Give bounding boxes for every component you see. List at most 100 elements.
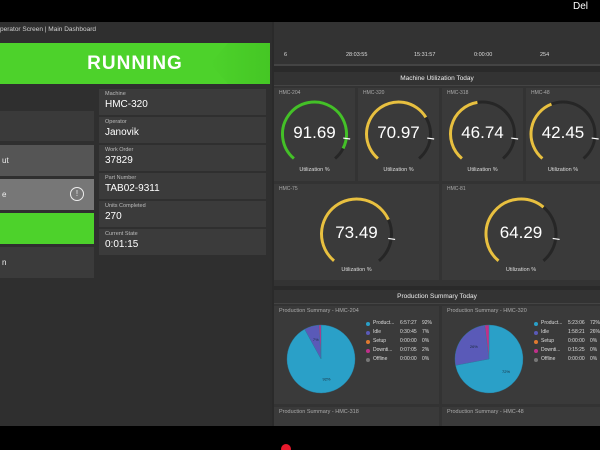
info-label: Units Completed: [105, 203, 146, 209]
gauge-value: 70.97: [377, 123, 420, 142]
legend-percent: 2%: [422, 347, 430, 353]
gauge-card: HMC-48 42.45 Utilization %: [526, 88, 600, 181]
legend-name: Downti...: [373, 347, 393, 353]
left-button-4[interactable]: n: [0, 247, 94, 278]
legend-name: Setup: [373, 338, 387, 344]
legend-row: Downti... 0:07:05 2%: [366, 347, 435, 356]
pie-slice-label: 92%: [322, 376, 330, 381]
system-top-bar: Del: [0, 0, 600, 22]
gauge-machine-name: HMC-318: [447, 90, 469, 96]
production-card: Production Summary - HMC-320 72% 26% Produc…: [442, 306, 600, 404]
pie-chart: 92% 7%: [286, 324, 356, 394]
legend-percent: 92%: [422, 320, 433, 326]
breadcrumb: perator Screen | Main Dashboard: [0, 26, 96, 33]
production-card: Production Summary - HMC-318: [274, 407, 439, 426]
legend-row: Offline 0:00:00 0%: [366, 356, 435, 365]
gauge-fill: [365, 100, 428, 160]
legend-swatch: [366, 331, 370, 335]
pie-slice-label: 7%: [313, 337, 319, 342]
legend-percent: 7%: [422, 329, 430, 335]
gauge-svg: [320, 197, 396, 262]
dashboard-panel: 6 28:03:55 15:31:57 0:00:00 254 Machine …: [272, 22, 600, 426]
legend-time: 0:15:25: [568, 347, 585, 353]
legend-swatch: [534, 322, 538, 326]
legend-name: Product...: [541, 320, 563, 326]
info-value: 270: [105, 211, 122, 222]
gauge-value: 46.74: [461, 123, 504, 142]
gauge-label: Utilization %: [299, 167, 330, 173]
left-button-2[interactable]: e!: [0, 179, 94, 210]
gauge-fill: [281, 100, 348, 160]
status-label: RUNNING: [87, 53, 183, 74]
legend-row: Setup 0:00:00 0%: [366, 338, 435, 347]
top-right-label: Del: [572, 1, 588, 12]
legend-swatch: [366, 340, 370, 344]
info-icon[interactable]: !: [70, 187, 84, 201]
gauge-label: Utilization %: [547, 167, 579, 173]
legend-percent: 0%: [590, 338, 598, 344]
legend-name: Offline: [541, 356, 556, 362]
info-value: HMC-320: [105, 99, 148, 110]
legend-row: Offline 0:00:00 0%: [534, 356, 598, 365]
gauge-card: HMC-318 46.74 Utilization %: [442, 88, 523, 181]
gauge-label: Utilization %: [341, 267, 372, 273]
gauge-svg: [529, 100, 599, 160]
operator-panel: perator Screen | Main Dashboard RUNNING …: [0, 22, 270, 426]
production-card-title: Production Summary - HMC-318: [279, 409, 359, 415]
legend-name: Idle: [373, 329, 382, 335]
legend-time: 0:30:45: [400, 329, 417, 335]
legend-name: Downti...: [541, 347, 561, 353]
utilization-section: Machine Utilization Today HMC-204 91.69 Ut…: [274, 72, 600, 286]
legend-percent: 0%: [590, 347, 598, 353]
utilization-title: Machine Utilization Today: [274, 72, 600, 86]
gauge-value: 91.69: [293, 123, 336, 142]
legend-percent: 0%: [590, 356, 598, 362]
info-value: 37829: [105, 155, 133, 166]
gauge-value: 42.45: [541, 123, 585, 142]
left-button-1[interactable]: ut: [0, 145, 94, 176]
legend-row: Downti... 0:15:25 0%: [534, 347, 598, 356]
gauge-target-tick: [343, 137, 351, 140]
left-button-4-label: n: [2, 258, 7, 267]
record-indicator-icon: [281, 444, 291, 450]
gauge-target-tick: [388, 237, 396, 241]
summary-table: 6 28:03:55 15:31:57 0:00:00 254: [274, 22, 600, 64]
table-cell: 15:31:57: [414, 52, 436, 58]
production-card-title: Production Summary - HMC-320: [447, 308, 527, 314]
production-card: Production Summary - HMC-204 92% 7% Product…: [274, 306, 439, 404]
pie-slice-label: 72%: [502, 369, 510, 374]
legend-swatch: [534, 349, 538, 353]
legend-swatch: [534, 331, 538, 335]
production-legend: Product... 6:57:27 92% Idle 0:30:45 7% Setup 0:…: [366, 320, 435, 365]
legend-time: 0:00:00: [400, 356, 417, 362]
legend-percent: 0%: [422, 338, 430, 344]
legend-row: Setup 0:00:00 0%: [534, 338, 598, 347]
legend-swatch: [534, 340, 538, 344]
info-label: Machine: [105, 91, 126, 97]
legend-swatch: [366, 358, 370, 362]
gauge-card: HMC-81 64.29 Utilization %: [442, 184, 600, 280]
gauge-label: Utilization %: [383, 167, 414, 173]
legend-time: 0:00:00: [568, 338, 585, 344]
left-button-3[interactable]: [0, 213, 94, 244]
divider: [274, 64, 600, 66]
gauge-machine-name: HMC-75: [279, 186, 298, 192]
gauge-machine-name: HMC-81: [447, 186, 466, 192]
info-value: Janovik: [105, 127, 139, 138]
info-units-completed: Units Completed 270: [99, 201, 266, 227]
gauge-target-tick: [511, 137, 519, 140]
table-cell: 254: [540, 52, 550, 58]
legend-swatch: [366, 322, 370, 326]
legend-time: 6:57:27: [400, 320, 417, 326]
legend-name: Idle: [541, 329, 550, 335]
dashboard-screen: perator Screen | Main Dashboard RUNNING …: [0, 22, 600, 426]
info-label: Work Order: [105, 147, 134, 153]
legend-time: 1:58:21: [568, 329, 585, 335]
pie-slice: [455, 324, 524, 394]
gauge-svg: [281, 100, 351, 160]
gauge-target-tick: [552, 237, 560, 241]
left-button-1-label: ut: [2, 156, 9, 165]
legend-swatch: [534, 358, 538, 362]
info-label: Operator: [105, 119, 127, 125]
pie-slice: [454, 325, 490, 366]
